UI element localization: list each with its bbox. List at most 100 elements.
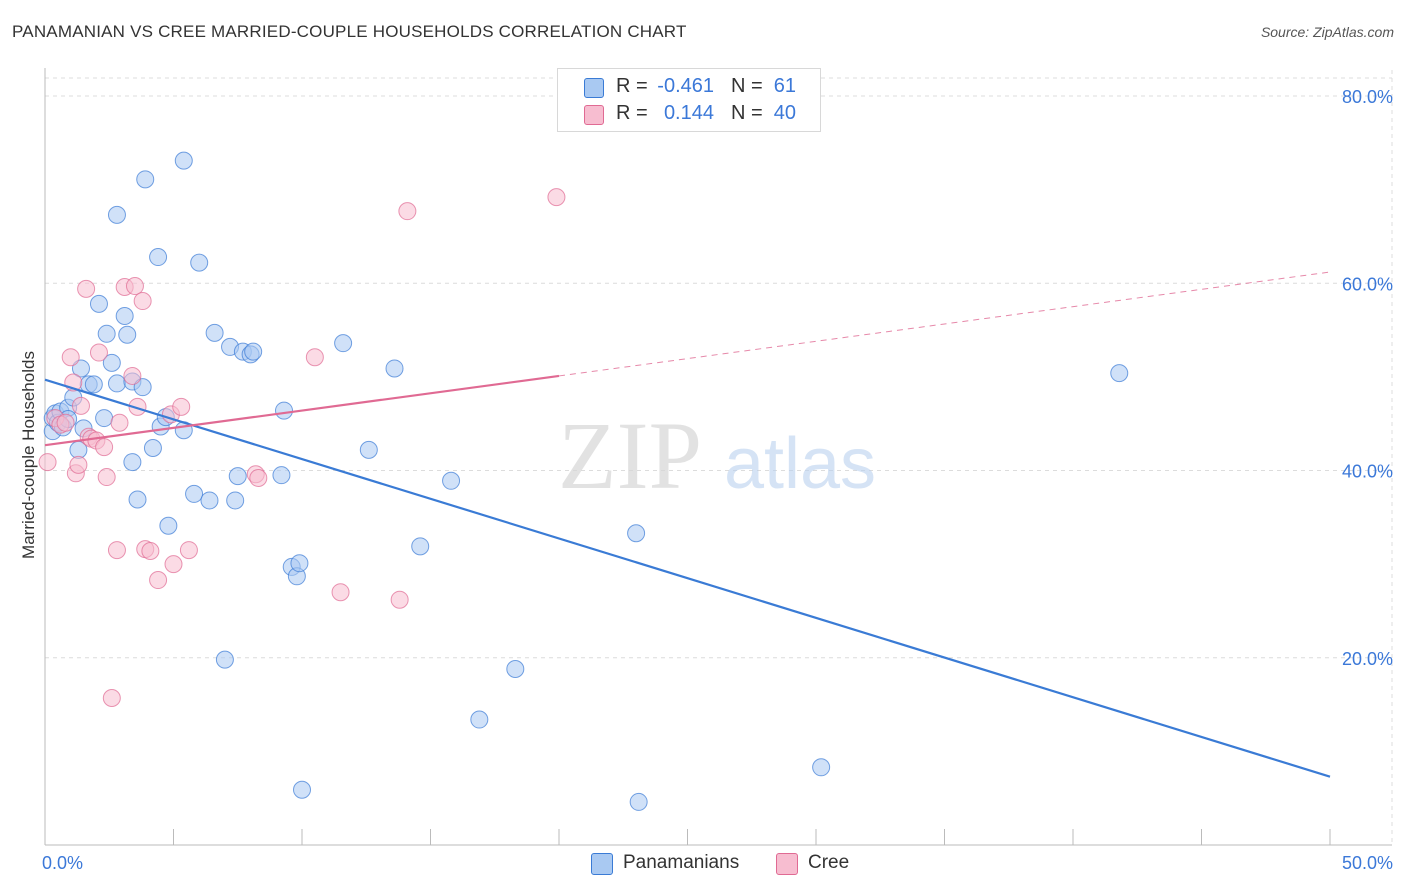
point-panamanians [185,484,204,503]
chart-title: PANAMANIAN VS CREE MARRIED-COUPLE HOUSEH… [12,22,687,41]
point-panamanians [84,375,103,394]
legend-swatch-panamanians [591,853,613,875]
point-cree [102,689,121,708]
watermark: ZIP atlas [558,402,876,509]
y-tick-label: 80.0% [1342,87,1393,107]
point-panamanians [200,491,219,510]
point-panamanians [115,307,134,326]
trend-line-cree [44,374,560,447]
stats-row-cree: R = 0.144 N = 40 [558,102,820,126]
stats-row-panamanians: R = -0.461 N = 61 [558,75,820,99]
point-panamanians [149,248,168,267]
point-panamanians [136,170,155,189]
n-value: 40 [773,102,796,124]
point-cree [61,348,80,367]
point-cree [69,455,88,474]
legend-swatch-cree [776,853,798,875]
point-panamanians [1110,364,1129,383]
point-panamanians [102,353,121,372]
y-axis-label: Married-couple Households [19,351,38,559]
point-panamanians [190,253,209,272]
point-cree [71,396,90,415]
point-panamanians [272,466,291,485]
n-label: N = [731,102,763,124]
watermark-zip: ZIP [558,402,702,509]
point-panamanians [627,524,646,543]
point-panamanians [107,205,126,224]
trend-line-cree-extension [558,271,1331,377]
legend-swatch-cree [584,105,604,125]
y-tick-label: 20.0% [1342,649,1393,669]
point-panamanians [228,467,247,486]
point-panamanians [128,490,147,509]
point-panamanians [470,710,489,729]
point-cree [56,413,75,432]
point-panamanians [226,491,245,510]
point-panamanians [71,359,90,378]
tick-labels: 20.0% 40.0% 60.0% 80.0% 0.0% 50.0% [42,87,1393,873]
y-tick-label: 40.0% [1342,462,1393,482]
point-cree [547,188,566,207]
point-panamanians [97,324,116,343]
point-cree [77,279,96,298]
point-panamanians [812,758,831,777]
point-panamanians [89,294,108,313]
n-value: 61 [773,75,796,97]
stats-legend: R = -0.461 N = 61 R = 0.144 N = 40 [557,68,821,132]
point-cree [123,366,142,385]
r-label: R = [616,102,648,124]
axes [44,68,1392,846]
point-panamanians [629,792,648,811]
point-cree [331,583,350,602]
n-label: N = [731,75,763,97]
point-panamanians [118,325,137,344]
x-tick-label-end: 50.0% [1342,853,1393,873]
point-cree [149,571,168,590]
r-value: -0.461 [657,75,714,97]
point-cree [172,397,191,416]
legend-swatch-panamanians [584,78,604,98]
y-tick-label: 60.0% [1342,274,1393,294]
point-cree [390,590,409,609]
trend-lines [44,271,1331,778]
point-panamanians [290,554,309,573]
point-panamanians [159,516,178,535]
point-panamanians [205,323,224,342]
point-panamanians [293,780,311,799]
point-panamanians [215,650,234,669]
point-panamanians [334,334,353,353]
point-panamanians [506,659,525,678]
point-panamanians [174,151,193,170]
point-cree [398,202,417,221]
r-label: R = [616,75,648,97]
point-cree [179,541,198,560]
point-panamanians [133,378,152,397]
point-cree [125,277,144,296]
grid-lines [45,70,1393,845]
point-panamanians [411,537,430,556]
r-value: 0.144 [663,102,714,124]
point-cree [141,542,160,561]
point-panamanians [385,359,404,378]
trend-line-panamanians [44,378,1331,778]
point-cree [164,555,183,574]
point-cree [107,541,126,560]
point-panamanians [442,471,461,490]
point-cree [89,343,108,362]
point-cree [38,453,57,472]
point-cree [110,413,129,432]
source-credit: Source: ZipAtlas.com [1260,24,1394,40]
point-cree [97,468,116,487]
point-cree [249,468,268,487]
point-panamanians [123,453,142,472]
point-cree [305,348,324,367]
point-panamanians [143,439,162,458]
point-panamanians [275,401,294,420]
point-panamanians [95,409,114,428]
legend-label-cree: Cree [808,852,850,873]
point-panamanians [359,440,378,459]
x-tick-label-start: 0.0% [42,853,83,873]
point-panamanians [244,342,263,361]
legend-label-panamanians: Panamanians [623,852,740,873]
